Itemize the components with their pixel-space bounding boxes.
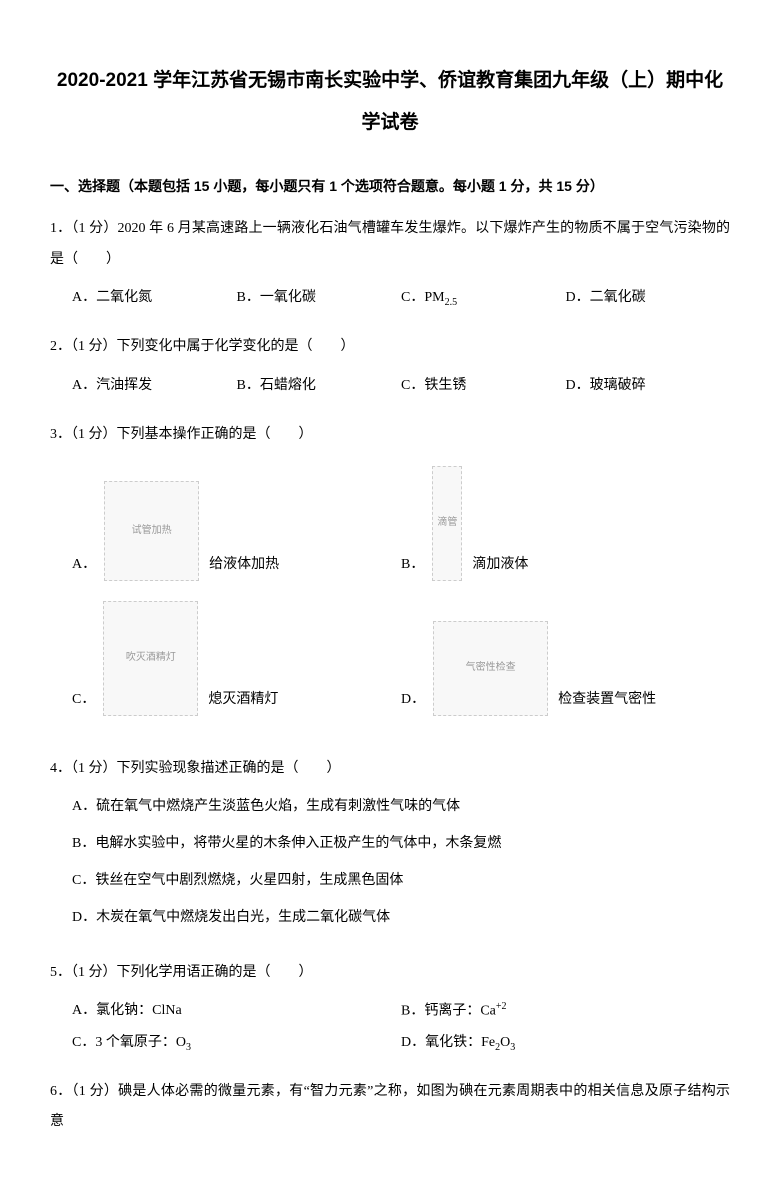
q1-stem: 1．（1 分）2020 年 6 月某高速路上一辆液化石油气槽罐车发生爆炸。以下爆… (50, 214, 730, 276)
question-2: 2．（1 分）下列变化中属于化学变化的是（ ） A．汽油挥发 B．石蜡熔化 C．… (50, 332, 730, 402)
q3-stem: 3．（1 分）下列基本操作正确的是（ ） (50, 420, 730, 451)
blow-lamp-icon: 吹灭酒精灯 (103, 601, 198, 716)
q1-option-a: A．二氧化氮 (72, 283, 237, 314)
question-5: 5．（1 分）下列化学用语正确的是（ ） A．氯化钠：ClNa B．钙离子：Ca… (50, 958, 730, 1059)
q5-option-a: A．氯化钠：ClNa (72, 996, 401, 1027)
q5-option-d: D．氧化铁：Fe2O3 (401, 1028, 730, 1059)
question-4: 4．（1 分）下列实验现象描述正确的是（ ） A．硫在氧气中燃烧产生淡蓝色火焰，… (50, 754, 730, 940)
q2-options: A．汽油挥发 B．石蜡熔化 C．铁生锈 D．玻璃破碎 (50, 371, 730, 402)
q4-option-a: A．硫在氧气中燃烧产生淡蓝色火焰，生成有刺激性气味的气体 (72, 792, 730, 823)
title-line1: 2020-2021 学年江苏省无锡市南长实验中学、侨谊教育集团九年级（上）期中化 (57, 70, 723, 91)
q2-stem: 2．（1 分）下列变化中属于化学变化的是（ ） (50, 332, 730, 363)
q5-stem: 5．（1 分）下列化学用语正确的是（ ） (50, 958, 730, 989)
q4-option-b: B．电解水实验中，将带火星的木条伸入正极产生的气体中，木条复燃 (72, 829, 730, 860)
q1-option-d: D．二氧化碳 (566, 283, 731, 314)
q4-stem: 4．（1 分）下列实验现象描述正确的是（ ） (50, 754, 730, 785)
dropper-icon: 滴管 (432, 466, 462, 581)
q1-option-c: C．PM2.5 (401, 283, 566, 314)
airtight-check-icon: 气密性检查 (433, 621, 548, 716)
q3-option-a: A． 试管加热 给液体加热 (72, 466, 401, 581)
question-6: 6．（1 分）碘是人体必需的微量元素，有“智力元素”之称，如图为碘在元素周期表中… (50, 1077, 730, 1139)
q4-options: A．硫在氧气中燃烧产生淡蓝色火焰，生成有刺激性气味的气体 B．电解水实验中，将带… (50, 792, 730, 939)
exam-title: 2020-2021 学年江苏省无锡市南长实验中学、侨谊教育集团九年级（上）期中化… (50, 60, 730, 144)
q5-option-c: C．3 个氧原子：O3 (72, 1028, 401, 1059)
q2-option-d: D．玻璃破碎 (566, 371, 731, 402)
heating-liquid-icon: 试管加热 (104, 481, 199, 581)
q5-option-b: B．钙离子：Ca+2 (401, 996, 730, 1027)
title-line2: 学试卷 (361, 112, 418, 133)
q4-option-c: C．铁丝在空气中剧烈燃烧，火星四射，生成黑色固体 (72, 866, 730, 897)
q2-option-b: B．石蜡熔化 (237, 371, 402, 402)
q3-options: A． 试管加热 给液体加热 B． 滴管 滴加液体 C． 吹灭酒精灯 熄灭酒精灯 … (50, 466, 730, 736)
q3-option-c: C． 吹灭酒精灯 熄灭酒精灯 (72, 601, 401, 716)
section-1-header: 一、选择题（本题包括 15 小题，每小题只有 1 个选项符合题意。每小题 1 分… (50, 174, 730, 199)
q1-option-b: B．一氧化碳 (237, 283, 402, 314)
question-1: 1．（1 分）2020 年 6 月某高速路上一辆液化石油气槽罐车发生爆炸。以下爆… (50, 214, 730, 314)
q1-options: A．二氧化氮 B．一氧化碳 C．PM2.5 D．二氧化碳 (50, 283, 730, 314)
q4-option-d: D．木炭在氧气中燃烧发出白光，生成二氧化碳气体 (72, 903, 730, 934)
q5-options: A．氯化钠：ClNa B．钙离子：Ca+2 C．3 个氧原子：O3 D．氧化铁：… (50, 996, 730, 1058)
q6-stem: 6．（1 分）碘是人体必需的微量元素，有“智力元素”之称，如图为碘在元素周期表中… (50, 1077, 730, 1139)
q3-option-b: B． 滴管 滴加液体 (401, 466, 730, 581)
question-3: 3．（1 分）下列基本操作正确的是（ ） A． 试管加热 给液体加热 B． 滴管… (50, 420, 730, 736)
q3-option-d: D． 气密性检查 检查装置气密性 (401, 601, 730, 716)
q2-option-a: A．汽油挥发 (72, 371, 237, 402)
q2-option-c: C．铁生锈 (401, 371, 566, 402)
